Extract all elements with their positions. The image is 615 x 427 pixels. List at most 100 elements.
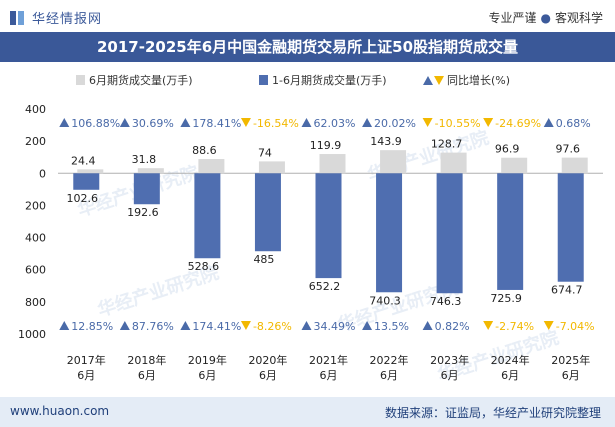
growth-down-icon-cum <box>483 321 494 330</box>
data-label-cum: 485 <box>253 253 274 266</box>
y-tick-label: 0 <box>39 167 46 180</box>
growth-label-cum: 12.85% <box>71 320 113 333</box>
growth-up-icon-june <box>362 118 373 127</box>
bar-cum-0 <box>73 173 100 190</box>
bar-june-1 <box>137 168 164 174</box>
growth-up-icon-cum <box>301 321 312 330</box>
bar-cum-3 <box>254 173 281 252</box>
x-tick-label-month: 6月 <box>138 369 156 382</box>
data-label-june: 74 <box>258 146 272 159</box>
growth-label-june: 62.03% <box>314 117 356 130</box>
x-tick-label-month: 6月 <box>441 369 459 382</box>
brand-logo-icon <box>8 10 28 26</box>
legend-swatch-june <box>76 75 85 85</box>
data-label-cum: 192.6 <box>127 206 159 219</box>
y-tick-label: 400 <box>25 103 46 116</box>
growth-label-june: -16.54% <box>253 117 299 130</box>
x-tick-label-month: 6月 <box>320 369 338 382</box>
x-tick-label-year: 2023年 <box>430 353 469 367</box>
growth-up-icon-cum <box>422 321 433 330</box>
bar-june-8 <box>561 157 588 174</box>
data-label-june: 24.4 <box>71 154 96 167</box>
y-tick-label: 200 <box>25 135 46 148</box>
bar-june-7 <box>501 157 528 174</box>
data-label-june: 119.9 <box>310 139 342 152</box>
footer: www.huaon.com 数据来源：证监局，华经产业研究院整理 <box>0 397 615 427</box>
growth-label-june: -24.69% <box>495 117 541 130</box>
growth-label-june: 20.02% <box>374 117 416 130</box>
tag-professional: 专业严谨 <box>488 11 537 25</box>
growth-label-cum: 34.49% <box>314 320 356 333</box>
x-tick-label-month: 6月 <box>259 369 277 382</box>
x-tick-label-month: 6月 <box>77 369 95 382</box>
y-tick-label: 800 <box>25 296 46 309</box>
growth-label-cum: -8.26% <box>253 320 292 333</box>
bar-cum-1 <box>133 173 160 205</box>
y-tick-label: 600 <box>25 264 46 277</box>
bar-cum-7 <box>497 173 524 290</box>
bar-june-2 <box>198 159 225 174</box>
bar-cum-4 <box>315 173 342 279</box>
brand[interactable]: 华经情报网 <box>8 8 102 27</box>
x-tick-label-year: 2018年 <box>127 353 166 367</box>
growth-label-cum: 87.76% <box>132 320 174 333</box>
growth-up-icon-june <box>119 118 130 127</box>
x-tick-label-month: 6月 <box>562 369 580 382</box>
x-tick-label-month: 6月 <box>198 369 216 382</box>
x-tick-label-year: 2024年 <box>491 353 530 367</box>
x-tick-label-year: 2022年 <box>370 353 409 367</box>
header-tags: 专业严谨 ● 客观科学 <box>488 9 603 26</box>
growth-up-icon-cum <box>119 321 130 330</box>
data-label-cum: 528.6 <box>188 260 220 273</box>
legend-down-triangle-icon <box>434 76 444 85</box>
data-label-june: 128.7 <box>431 138 463 151</box>
bar-cum-6 <box>436 173 463 294</box>
legend-label-growth: 同比增长(%) <box>447 73 510 87</box>
chart-title: 2017-2025年6月中国金融期货交易所上证50股指期货成交量 <box>0 32 615 62</box>
growth-down-icon-cum <box>240 321 251 330</box>
bar-june-0 <box>77 169 104 174</box>
x-tick-label-month: 6月 <box>501 369 519 382</box>
bar-cum-8 <box>557 173 584 282</box>
growth-label-june: 178.41% <box>192 117 241 130</box>
growth-up-icon-cum <box>180 321 191 330</box>
x-tick-label-month: 6月 <box>380 369 398 382</box>
growth-label-june: 0.68% <box>556 117 591 130</box>
bar-june-3 <box>258 161 285 174</box>
data-label-cum: 652.2 <box>309 280 341 293</box>
growth-up-icon-cum <box>362 321 373 330</box>
tag-objective: 客观科学 <box>554 11 603 25</box>
growth-label-june: 106.88% <box>71 117 120 130</box>
growth-down-icon-june <box>422 118 433 127</box>
legend-label-cum: 1-6月期货成交量(万手) <box>272 73 387 87</box>
growth-up-icon-june <box>543 118 554 127</box>
growth-up-icon-june <box>301 118 312 127</box>
bar-june-4 <box>319 154 346 174</box>
x-tick-label-year: 2020年 <box>248 353 287 367</box>
y-tick-label: 1000 <box>18 328 46 341</box>
growth-up-icon-june <box>59 118 70 127</box>
bar-june-6 <box>440 152 467 174</box>
bar-cum-2 <box>194 173 221 259</box>
data-label-june: 31.8 <box>132 153 157 166</box>
growth-label-cum: 174.41% <box>192 320 241 333</box>
data-label-cum: 725.9 <box>490 292 522 305</box>
footer-website[interactable]: www.huaon.com <box>10 404 110 418</box>
data-label-cum: 102.6 <box>67 192 99 205</box>
growth-label-june: 30.69% <box>132 117 174 130</box>
legend-up-triangle-icon <box>423 76 433 85</box>
footer-source: 数据来源：证监局，华经产业研究院整理 <box>384 406 601 420</box>
brand-name: 华经情报网 <box>32 12 103 27</box>
chart-area: 华经产业研究院华经产业研究院华经产业研究院华经产业研究院华经产业研究院6月期货成… <box>18 73 603 386</box>
growth-label-cum: -7.04% <box>556 320 595 333</box>
growth-label-cum: 13.5% <box>374 320 409 333</box>
data-label-cum: 746.3 <box>430 295 462 308</box>
data-label-june: 88.6 <box>192 144 217 157</box>
bar-cum-5 <box>376 173 403 293</box>
x-tick-label-year: 2017年 <box>67 353 106 367</box>
data-label-june: 97.6 <box>555 143 580 156</box>
growth-down-icon-june <box>240 118 251 127</box>
growth-down-icon-cum <box>543 321 554 330</box>
data-label-cum: 674.7 <box>551 284 583 297</box>
header: 华经情报网 专业严谨 ● 客观科学 <box>0 0 615 32</box>
